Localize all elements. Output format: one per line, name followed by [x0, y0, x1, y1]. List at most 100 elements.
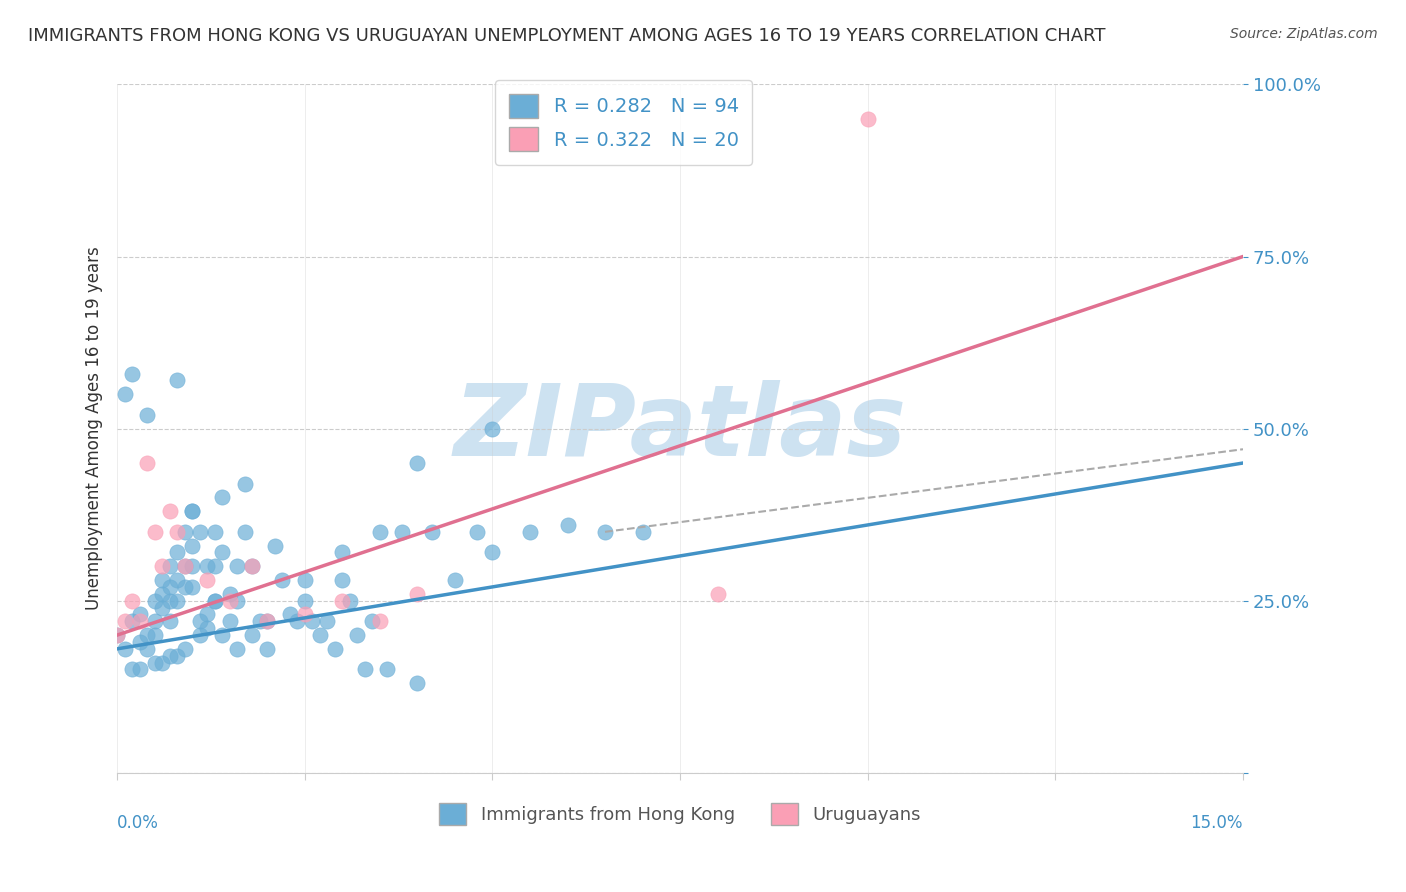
Point	[195, 559, 218, 574]
Point	[218, 615, 240, 629]
Point	[143, 593, 166, 607]
Point	[631, 524, 654, 539]
Point	[136, 641, 159, 656]
Point	[391, 524, 413, 539]
Point	[249, 615, 271, 629]
Point	[226, 559, 249, 574]
Point	[128, 607, 150, 622]
Point	[330, 545, 353, 559]
Point	[181, 504, 204, 518]
Point	[218, 587, 240, 601]
Point	[166, 545, 188, 559]
Point	[128, 635, 150, 649]
Point	[204, 593, 226, 607]
Point	[278, 607, 301, 622]
Point	[256, 615, 278, 629]
Point	[204, 524, 226, 539]
Text: 0.0%: 0.0%	[117, 814, 159, 832]
Point	[211, 628, 233, 642]
Point	[706, 587, 728, 601]
Point	[188, 615, 211, 629]
Point	[166, 648, 188, 663]
Point	[294, 573, 316, 587]
Point	[143, 615, 166, 629]
Point	[181, 504, 204, 518]
Point	[519, 524, 541, 539]
Point	[173, 559, 195, 574]
Point	[166, 373, 188, 387]
Point	[159, 593, 181, 607]
Point	[263, 539, 285, 553]
Point	[105, 628, 128, 642]
Point	[271, 573, 294, 587]
Point	[128, 663, 150, 677]
Legend: Immigrants from Hong Kong, Uruguayans: Immigrants from Hong Kong, Uruguayans	[432, 796, 928, 832]
Text: Source: ZipAtlas.com: Source: ZipAtlas.com	[1230, 27, 1378, 41]
Point	[143, 524, 166, 539]
Point	[114, 387, 136, 401]
Point	[114, 641, 136, 656]
Point	[128, 615, 150, 629]
Point	[316, 615, 339, 629]
Point	[150, 656, 173, 670]
Point	[188, 628, 211, 642]
Text: IMMIGRANTS FROM HONG KONG VS URUGUAYAN UNEMPLOYMENT AMONG AGES 16 TO 19 YEARS CO: IMMIGRANTS FROM HONG KONG VS URUGUAYAN U…	[28, 27, 1105, 45]
Point	[346, 628, 368, 642]
Point	[204, 559, 226, 574]
Point	[368, 524, 391, 539]
Point	[406, 676, 429, 690]
Point	[354, 663, 377, 677]
Point	[195, 621, 218, 635]
Point	[195, 573, 218, 587]
Point	[481, 545, 503, 559]
Point	[330, 573, 353, 587]
Point	[467, 524, 489, 539]
Point	[173, 559, 195, 574]
Point	[121, 367, 143, 381]
Point	[173, 641, 195, 656]
Point	[211, 545, 233, 559]
Point	[301, 615, 323, 629]
Point	[406, 456, 429, 470]
Point	[256, 641, 278, 656]
Point	[114, 615, 136, 629]
Point	[233, 524, 256, 539]
Point	[285, 615, 308, 629]
Point	[422, 524, 444, 539]
Point	[150, 600, 173, 615]
Point	[166, 524, 188, 539]
Point	[330, 593, 353, 607]
Point	[159, 580, 181, 594]
Point	[294, 607, 316, 622]
Point	[181, 580, 204, 594]
Point	[240, 559, 263, 574]
Point	[121, 593, 143, 607]
Point	[240, 628, 263, 642]
Point	[181, 539, 204, 553]
Point	[136, 408, 159, 422]
Point	[226, 593, 249, 607]
Point	[150, 559, 173, 574]
Point	[143, 628, 166, 642]
Point	[557, 518, 579, 533]
Point	[204, 593, 226, 607]
Point	[218, 593, 240, 607]
Point	[143, 656, 166, 670]
Point	[368, 615, 391, 629]
Point	[136, 628, 159, 642]
Point	[188, 524, 211, 539]
Point	[136, 456, 159, 470]
Y-axis label: Unemployment Among Ages 16 to 19 years: Unemployment Among Ages 16 to 19 years	[86, 247, 103, 610]
Point	[159, 615, 181, 629]
Point	[173, 580, 195, 594]
Point	[159, 504, 181, 518]
Point	[256, 615, 278, 629]
Text: 15.0%: 15.0%	[1191, 814, 1243, 832]
Point	[308, 628, 330, 642]
Point	[173, 524, 195, 539]
Point	[195, 607, 218, 622]
Point	[121, 663, 143, 677]
Point	[444, 573, 467, 587]
Point	[105, 628, 128, 642]
Point	[166, 573, 188, 587]
